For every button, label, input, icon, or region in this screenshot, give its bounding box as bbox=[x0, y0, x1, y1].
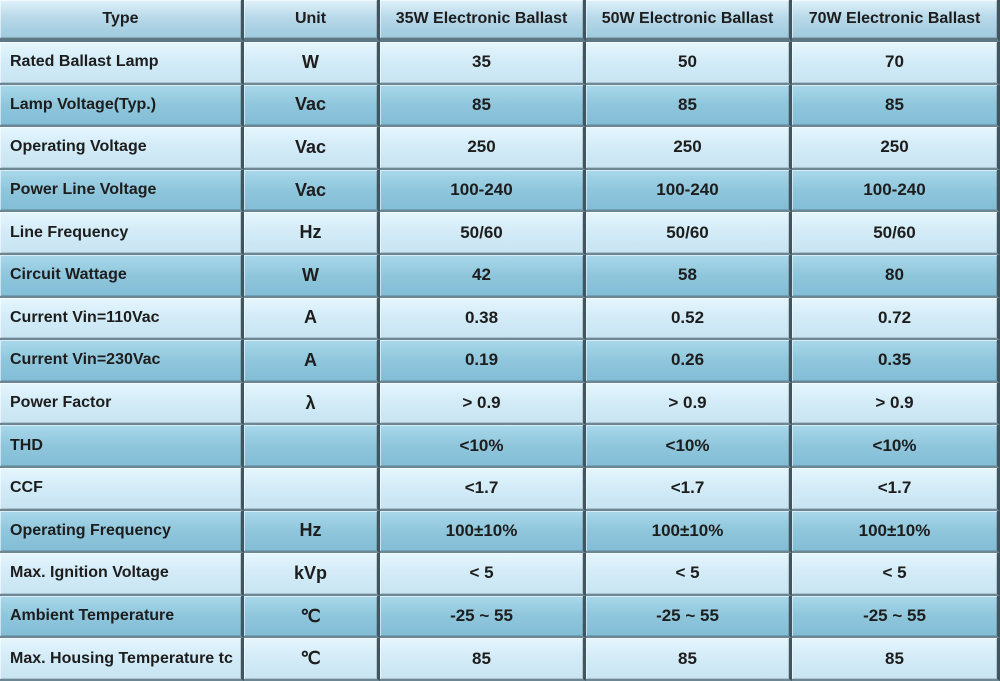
cell-unit: Hz bbox=[244, 212, 380, 255]
cell-50w: 85 bbox=[586, 84, 792, 128]
cell-unit: ℃ bbox=[244, 638, 380, 681]
cell-70w: 250 bbox=[792, 127, 1000, 170]
cell-type: Line Frequency bbox=[0, 212, 244, 255]
cell-70w: -25 ~ 55 bbox=[792, 595, 1000, 639]
cell-35w: <10% bbox=[380, 425, 586, 468]
cell-70w: 0.35 bbox=[792, 340, 1000, 383]
header-type: Type bbox=[0, 0, 244, 42]
cell-unit: ℃ bbox=[244, 595, 380, 639]
cell-unit: Hz bbox=[244, 510, 380, 554]
cell-70w: <10% bbox=[792, 425, 1000, 468]
cell-type: Current Vin=110Vac bbox=[0, 297, 244, 341]
cell-70w: <1.7 bbox=[792, 467, 1000, 511]
cell-50w: <10% bbox=[586, 425, 792, 468]
cell-type: Power Factor bbox=[0, 382, 244, 426]
cell-70w: 100±10% bbox=[792, 510, 1000, 554]
cell-70w: 85 bbox=[792, 84, 1000, 128]
cell-50w: 50 bbox=[586, 42, 792, 85]
cell-50w: 58 bbox=[586, 254, 792, 298]
cell-type: Power Line Voltage bbox=[0, 169, 244, 213]
cell-35w: 0.38 bbox=[380, 297, 586, 341]
cell-unit: Vac bbox=[244, 84, 380, 128]
cell-35w: 42 bbox=[380, 254, 586, 298]
cell-35w: 250 bbox=[380, 127, 586, 170]
cell-70w: > 0.9 bbox=[792, 382, 1000, 426]
cell-type: Max. Housing Temperature tc bbox=[0, 638, 244, 681]
cell-50w: 0.52 bbox=[586, 297, 792, 341]
cell-unit: W bbox=[244, 254, 380, 298]
cell-type: THD bbox=[0, 425, 244, 468]
cell-70w: 0.72 bbox=[792, 297, 1000, 341]
cell-70w: 100-240 bbox=[792, 169, 1000, 213]
cell-type: Operating Frequency bbox=[0, 510, 244, 554]
cell-35w: <1.7 bbox=[380, 467, 586, 511]
cell-type: Lamp Voltage(Typ.) bbox=[0, 84, 244, 128]
cell-50w: 85 bbox=[586, 638, 792, 681]
cell-35w: 0.19 bbox=[380, 340, 586, 383]
cell-unit: A bbox=[244, 340, 380, 383]
cell-70w: 70 bbox=[792, 42, 1000, 85]
cell-50w: 100-240 bbox=[586, 169, 792, 213]
cell-35w: < 5 bbox=[380, 553, 586, 596]
cell-50w: < 5 bbox=[586, 553, 792, 596]
cell-35w: 85 bbox=[380, 638, 586, 681]
cell-50w: -25 ~ 55 bbox=[586, 595, 792, 639]
cell-type: Max. Ignition Voltage bbox=[0, 553, 244, 596]
cell-35w: 50/60 bbox=[380, 212, 586, 255]
cell-50w: 50/60 bbox=[586, 212, 792, 255]
cell-unit: Vac bbox=[244, 169, 380, 213]
cell-50w: <1.7 bbox=[586, 467, 792, 511]
cell-unit: W bbox=[244, 42, 380, 85]
cell-50w: 100±10% bbox=[586, 510, 792, 554]
header-50w: 50W Electronic Ballast bbox=[586, 0, 792, 42]
header-35w: 35W Electronic Ballast bbox=[380, 0, 586, 42]
cell-unit bbox=[244, 467, 380, 511]
cell-unit: λ bbox=[244, 382, 380, 426]
cell-70w: 85 bbox=[792, 638, 1000, 681]
cell-70w: 50/60 bbox=[792, 212, 1000, 255]
cell-unit: kVp bbox=[244, 553, 380, 596]
cell-50w: 250 bbox=[586, 127, 792, 170]
header-unit: Unit bbox=[244, 0, 380, 42]
cell-50w: 0.26 bbox=[586, 340, 792, 383]
cell-type: Current Vin=230Vac bbox=[0, 340, 244, 383]
cell-unit: A bbox=[244, 297, 380, 341]
cell-unit: Vac bbox=[244, 127, 380, 170]
cell-50w: > 0.9 bbox=[586, 382, 792, 426]
cell-35w: > 0.9 bbox=[380, 382, 586, 426]
cell-35w: 35 bbox=[380, 42, 586, 85]
cell-35w: -25 ~ 55 bbox=[380, 595, 586, 639]
header-70w: 70W Electronic Ballast bbox=[792, 0, 1000, 42]
cell-unit bbox=[244, 425, 380, 468]
cell-35w: 85 bbox=[380, 84, 586, 128]
cell-type: Rated Ballast Lamp bbox=[0, 42, 244, 85]
cell-70w: < 5 bbox=[792, 553, 1000, 596]
cell-type: Ambient Temperature bbox=[0, 595, 244, 639]
cell-35w: 100-240 bbox=[380, 169, 586, 213]
cell-type: Operating Voltage bbox=[0, 127, 244, 170]
cell-type: CCF bbox=[0, 467, 244, 511]
cell-35w: 100±10% bbox=[380, 510, 586, 554]
cell-70w: 80 bbox=[792, 254, 1000, 298]
cell-type: Circuit Wattage bbox=[0, 254, 244, 298]
